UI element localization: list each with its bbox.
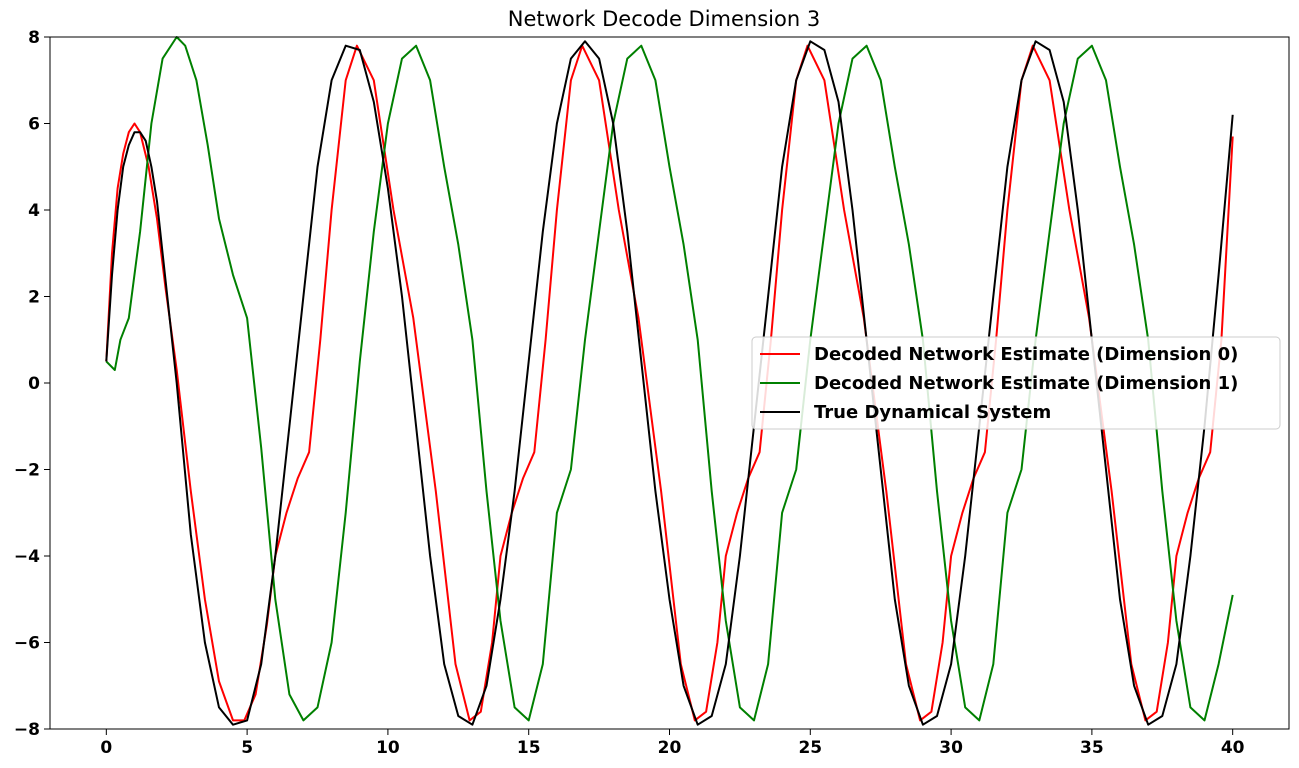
y-tick-label: 4 bbox=[28, 201, 40, 221]
series-line-1 bbox=[105, 36, 1234, 722]
ticks-layer: 0 5 10 15 20 25 30 35 40 −8 −6 −4 −2 0 2 4 6 8 bbox=[14, 28, 1245, 758]
series-line-2 bbox=[105, 40, 1234, 726]
y-tick-label: −2 bbox=[14, 461, 40, 481]
x-tick-label: 35 bbox=[1080, 738, 1104, 758]
x-tick-label: 25 bbox=[798, 738, 822, 758]
y-tick-label: 8 bbox=[28, 28, 40, 48]
y-tick-label: 6 bbox=[28, 115, 40, 135]
legend-label-1: Decoded Network Estimate (Dimension 1) bbox=[814, 373, 1238, 394]
legend-label-0: Decoded Network Estimate (Dimension 0) bbox=[814, 344, 1238, 365]
x-tick-label: 30 bbox=[939, 738, 963, 758]
x-tick-label: 0 bbox=[100, 738, 112, 758]
y-tick-label: −4 bbox=[14, 547, 40, 567]
series-layer bbox=[105, 36, 1234, 726]
legend-box bbox=[751, 336, 1281, 430]
chart-title: Network Decode Dimension 3 bbox=[508, 7, 820, 31]
x-tick-label: 40 bbox=[1221, 738, 1245, 758]
legend-label-2: True Dynamical System bbox=[814, 402, 1051, 423]
legend: Decoded Network Estimate (Dimension 0) De… bbox=[751, 336, 1281, 430]
x-tick-label: 15 bbox=[517, 738, 541, 758]
x-tick-label: 5 bbox=[241, 738, 253, 758]
y-tick-label: 0 bbox=[28, 374, 40, 394]
plot-frame bbox=[49, 36, 1290, 730]
y-tick-label: −6 bbox=[14, 634, 40, 654]
x-tick-label: 10 bbox=[376, 738, 400, 758]
x-tick-label: 20 bbox=[658, 738, 682, 758]
y-tick-label: −8 bbox=[14, 720, 40, 740]
y-tick-label: 2 bbox=[28, 288, 40, 308]
